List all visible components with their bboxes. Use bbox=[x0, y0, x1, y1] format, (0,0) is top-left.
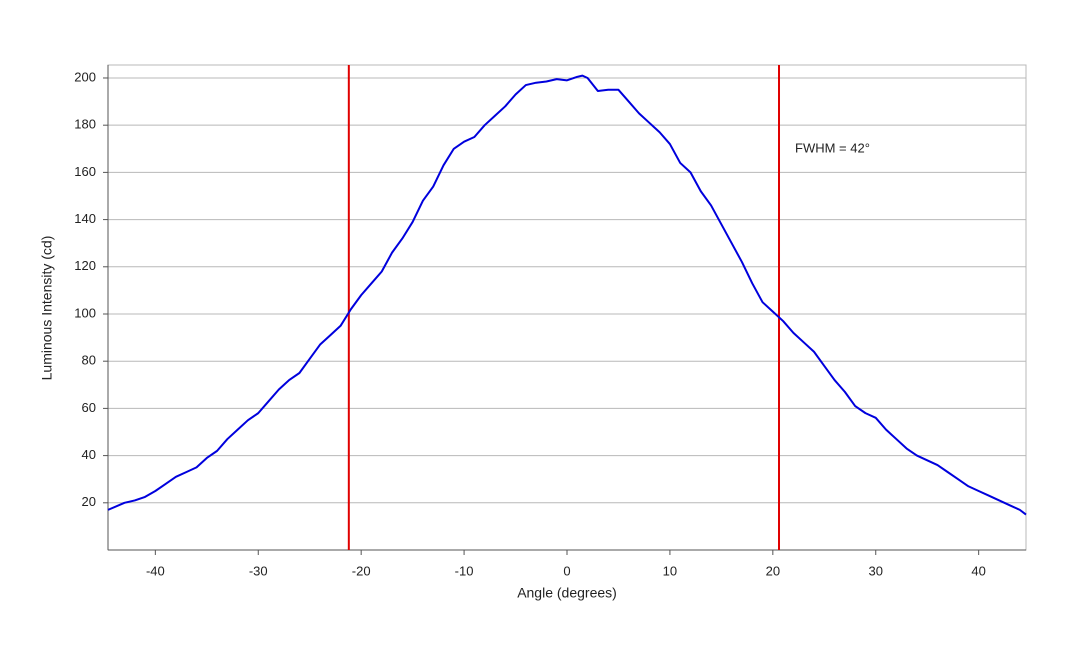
y-tick-label: 160 bbox=[74, 164, 96, 179]
y-axis-label: Luminous Intensity (cd) bbox=[39, 236, 55, 381]
x-tick-label: -30 bbox=[249, 563, 268, 578]
y-tick-label: 100 bbox=[74, 305, 96, 320]
y-tick-label: 20 bbox=[82, 494, 96, 509]
x-tick-label: -40 bbox=[146, 563, 165, 578]
x-tick-label: -20 bbox=[352, 563, 371, 578]
x-tick-label: 20 bbox=[766, 563, 780, 578]
x-tick-label: 40 bbox=[971, 563, 985, 578]
data-line bbox=[107, 74, 1027, 516]
y-tick-label: 60 bbox=[82, 400, 96, 415]
x-tick-label: 30 bbox=[869, 563, 883, 578]
y-tick-label: 120 bbox=[74, 258, 96, 273]
y-tick-label: 140 bbox=[74, 211, 96, 226]
plot-frame bbox=[107, 64, 1027, 551]
y-tick-label: 40 bbox=[82, 447, 96, 462]
x-tick-label: 0 bbox=[563, 563, 570, 578]
y-tick-label: 180 bbox=[74, 117, 96, 132]
annotation: FWHM = 42° bbox=[795, 140, 870, 155]
x-axis-label: Angle (degrees) bbox=[517, 585, 617, 601]
y-tick-label: 80 bbox=[82, 353, 96, 368]
y-tick-label: 200 bbox=[74, 69, 96, 84]
x-tick-label: -10 bbox=[455, 563, 474, 578]
x-tick-label: 10 bbox=[663, 563, 677, 578]
